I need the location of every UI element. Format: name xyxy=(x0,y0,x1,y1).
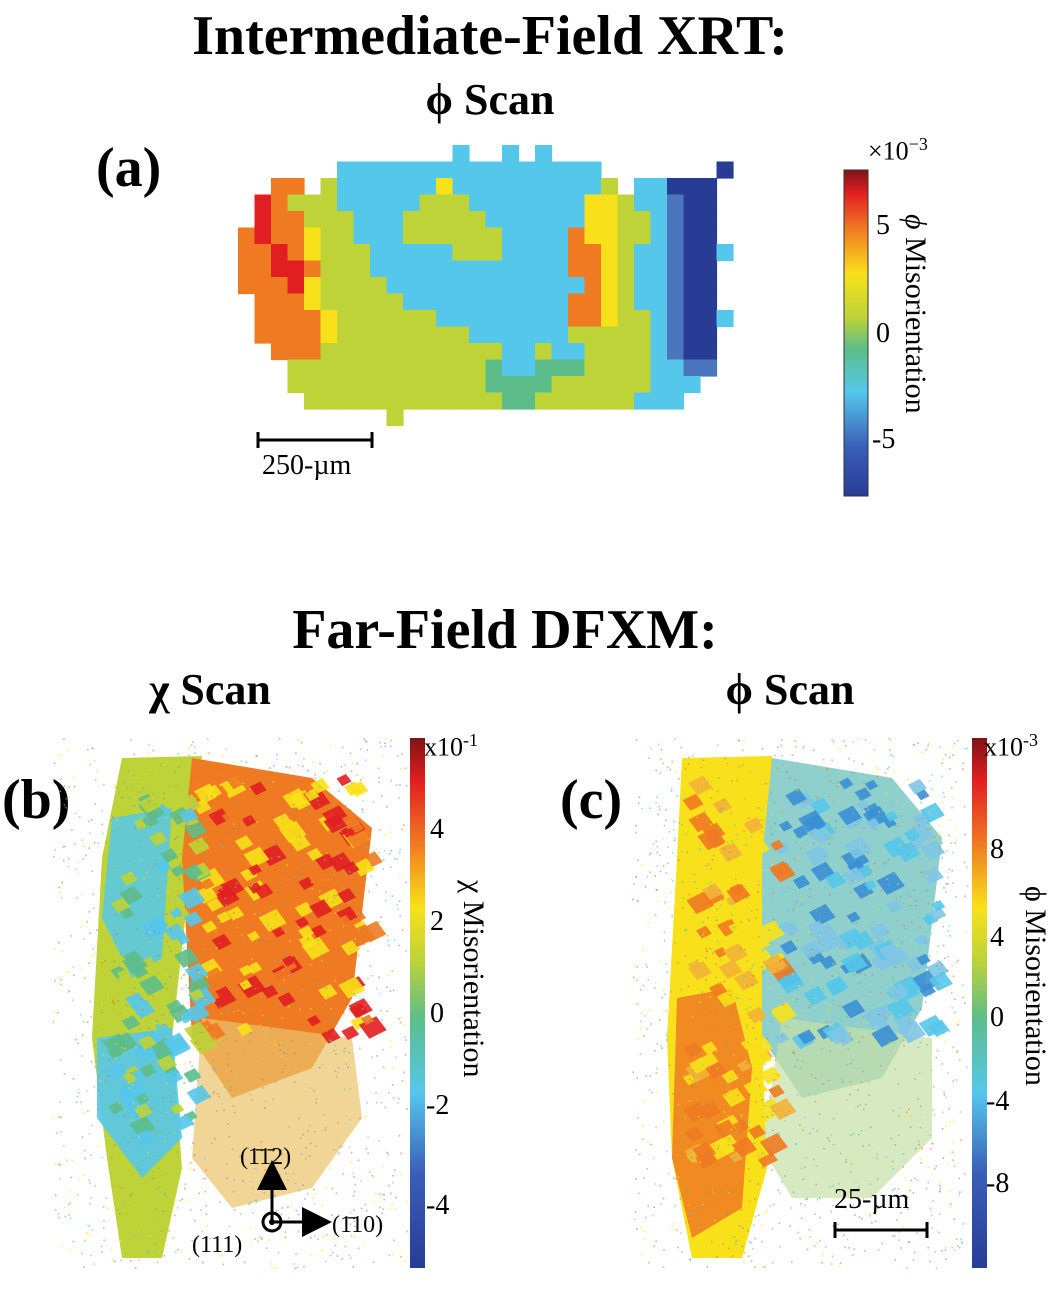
axis-label-right: (1̄10) xyxy=(332,1212,384,1238)
colorbar-b-tick-0: 0 xyxy=(430,998,444,1029)
panel-b-subtitle: χ Scan xyxy=(149,665,271,714)
colorbar-c xyxy=(972,738,987,1268)
colorbar-a-tick-0: 0 xyxy=(876,318,890,349)
colorbar-b-label: χ Misorientation xyxy=(457,880,490,1078)
scale-bar-a xyxy=(256,432,374,448)
panel-label-a: (a) xyxy=(96,137,162,199)
colorbar-c-tick-neg4: -4 xyxy=(986,1086,1010,1117)
colorbar-b xyxy=(410,738,425,1268)
axis-label-out: (111) xyxy=(192,1232,243,1258)
colorbar-c-tick-0: 0 xyxy=(990,1002,1004,1033)
colorbar-c-multiplier: x10-3 xyxy=(984,730,1038,762)
colorbar-a-multiplier: ×10−3 xyxy=(868,134,928,166)
colorbar-b-tick-neg2: -2 xyxy=(426,1090,450,1121)
top-title: Intermediate-Field XRT: xyxy=(192,5,788,67)
colorbar-b-tick-2: 2 xyxy=(430,906,444,937)
colorbar-a xyxy=(843,169,869,497)
colorbar-b-tick-neg4: -4 xyxy=(426,1190,450,1221)
top-subtitle: ϕ Scan xyxy=(425,75,555,124)
bottom-title: Far-Field DFXM: xyxy=(292,599,718,661)
scale-bar-c xyxy=(833,1222,929,1238)
crystal-axes xyxy=(257,1160,332,1237)
colorbar-b-tick-4: 4 xyxy=(430,814,444,845)
dfxm-chi-map xyxy=(52,738,409,1270)
scale-bar-c-label: 25-µm xyxy=(834,1184,910,1215)
colorbar-c-label: ϕ Misorientation xyxy=(1019,886,1052,1086)
xrt-phi-heatmap xyxy=(238,145,734,427)
panel-label-b: (b) xyxy=(2,769,71,831)
panel-c-subtitle: ϕ Scan xyxy=(725,665,855,714)
dfxm-phi-map xyxy=(632,738,969,1270)
colorbar-a-label: ϕ Misorientation xyxy=(899,214,932,414)
scale-bar-a-label: 250-µm xyxy=(262,450,352,481)
colorbar-c-tick-4: 4 xyxy=(990,922,1004,953)
panel-label-c: (c) xyxy=(560,769,623,831)
axis-label-up: (1̄1̄2) xyxy=(240,1144,292,1170)
colorbar-b-multiplier: x10-1 xyxy=(424,730,478,762)
colorbar-a-tick-5: 5 xyxy=(876,210,890,241)
colorbar-a-tick-neg5: -5 xyxy=(872,424,896,455)
colorbar-c-tick-neg8: -8 xyxy=(986,1168,1010,1199)
colorbar-c-tick-8: 8 xyxy=(990,834,1004,865)
